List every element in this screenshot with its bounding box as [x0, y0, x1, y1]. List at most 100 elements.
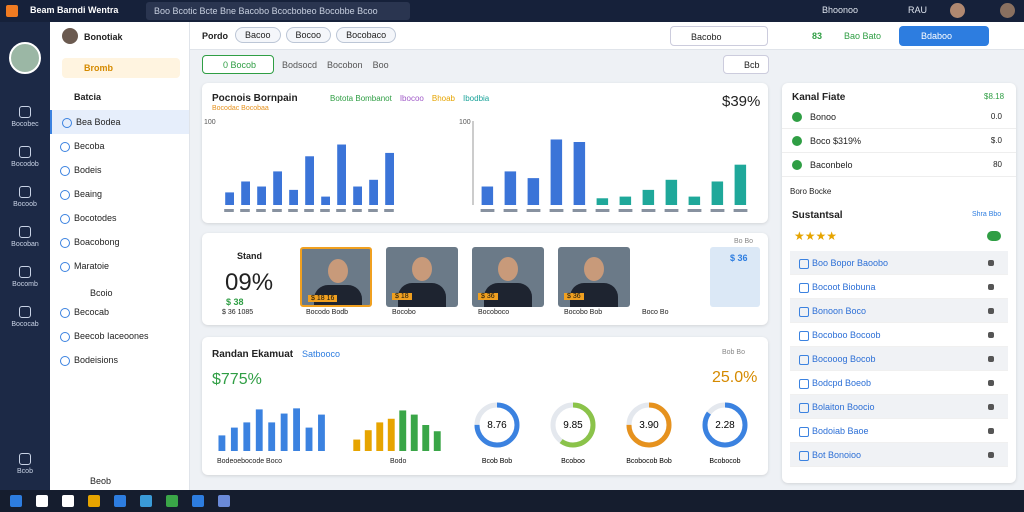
list-item[interactable]: Bonoon Boco [790, 299, 1008, 323]
bar [642, 189, 655, 205]
list-item[interactable]: Boo Bopor Baoobo [790, 251, 1008, 275]
nav-item[interactable]: Boacobong [50, 230, 189, 254]
list-item[interactable]: Bodcpd Boeob [790, 371, 1008, 395]
filter-active[interactable]: 0 Bocob [202, 55, 274, 74]
taskbar-icon[interactable] [218, 495, 230, 507]
stat-rows: Bonoo 0.0 Boco $319% $.0 Baconbelo 80 [782, 105, 1016, 177]
x-tick-label [304, 209, 314, 212]
x-tick-label [618, 209, 633, 212]
list-item[interactable]: Bocooog Bocob [790, 347, 1008, 371]
toggle[interactable] [987, 231, 1001, 241]
nav-item[interactable]: Bea Bodea [50, 110, 189, 134]
rail-label: Bcob [17, 468, 33, 475]
bar [273, 171, 282, 205]
list-item[interactable]: Bocoot Biobuna [790, 275, 1008, 299]
tab[interactable]: Bocobaco [336, 27, 397, 43]
ring [550, 402, 596, 448]
avatar[interactable] [1000, 3, 1015, 18]
taskbar-icon[interactable] [114, 495, 126, 507]
filter-search[interactable]: Bcb [723, 55, 769, 74]
taskbar-icon[interactable] [62, 495, 74, 507]
list-item[interactable]: Bot Bonoioo [790, 443, 1008, 467]
x-tick-label [733, 209, 748, 212]
person-tile[interactable]: $ 36 [558, 247, 630, 307]
taskbar-icon[interactable] [10, 495, 22, 507]
workspace[interactable]: Bromb [62, 58, 180, 78]
nav-item[interactable]: Bodeisions [50, 348, 189, 372]
taskbar-icon[interactable] [36, 495, 48, 507]
bar [321, 196, 330, 205]
bar [550, 139, 563, 205]
person-tile[interactable]: $ 18 [386, 247, 458, 307]
x-tick-label [572, 209, 587, 212]
person-tile[interactable]: $ 18 16 [300, 247, 372, 307]
search[interactable]: Bacobo [670, 26, 768, 46]
person-tile[interactable]: $ 36 [472, 247, 544, 307]
primary-button[interactable]: Bdaboo [899, 26, 989, 46]
bar [399, 410, 407, 451]
filter-bar: 0 Bocob Bodsocd Bocobon Boo Bcb [190, 50, 780, 78]
ring-caption: Bcob Bob [482, 458, 512, 465]
rail-item[interactable]: Bococab [0, 300, 50, 340]
tab[interactable]: Bacoo [235, 27, 281, 43]
filter-link[interactable]: Boo [372, 60, 389, 70]
nav-item[interactable]: Becoba [50, 134, 189, 158]
sidebar: Bonotiak Bromb Batcia Bea Bodea Becoba Bod… [50, 22, 190, 490]
left-value: $775% [212, 371, 262, 388]
rail-item[interactable]: Bocodob [0, 140, 50, 180]
search-box[interactable]: Boo Bcotic Bcte Bne Bacobo Bcocbobeo Boc… [146, 2, 410, 20]
rail-item[interactable]: Bcob [0, 447, 50, 487]
right-panel: Kanal Fiate $8.18 Bonoo 0.0 Boco $319% $.0 B… [782, 83, 1016, 483]
x-tick-label [272, 209, 282, 212]
x-tick-label [352, 209, 362, 212]
taskbar-icon[interactable] [166, 495, 178, 507]
icon [19, 106, 31, 118]
tabs: Bacoo Bocoo Bocobaco [235, 27, 401, 43]
bar [230, 427, 238, 451]
nav-rail: Bcob Bocobec Bocodob Bocoob Bocoban Bocomb Bo… [0, 22, 50, 490]
rail-label: Bocobec [11, 121, 39, 128]
sub-label: Boro Bocke [790, 187, 832, 196]
nav-item[interactable]: Bocotodes [50, 206, 189, 230]
avatar[interactable] [950, 3, 965, 18]
taskbar-icon[interactable] [88, 495, 100, 507]
taskbar-icon[interactable] [192, 495, 204, 507]
filter-link[interactable]: Bocobon [327, 60, 363, 70]
taskbar-icon[interactable] [140, 495, 152, 507]
list-item[interactable]: Bocoboo Bocoob [790, 323, 1008, 347]
icon [19, 226, 31, 238]
person-caption: Boco Bo [642, 309, 669, 316]
badge: $ 36 [564, 293, 584, 300]
rail-item[interactable]: Bocomb [0, 260, 50, 300]
row-value: $.0 [990, 136, 1002, 145]
tab[interactable]: Bocoo [285, 27, 332, 43]
list-item[interactable]: Bolaiton Boocio [790, 395, 1008, 419]
legend-entry: Botota Bombanot [330, 94, 392, 103]
more[interactable]: Bo Bo [734, 238, 754, 245]
stat-caption: $ 36 1085 [222, 309, 254, 316]
nav-item[interactable]: Maratoie [50, 254, 189, 278]
performance-card: Pocnois Bornpain Botota Bombanot Ibocoo Bh… [202, 83, 768, 223]
row-label: Boco $319% [810, 136, 862, 146]
rail-item[interactable]: Bocoob [0, 180, 50, 220]
taskbar [0, 490, 1024, 512]
status-label: Bao Bato [844, 31, 882, 41]
bar [218, 435, 226, 451]
rail-item[interactable]: Bocoban [0, 220, 50, 260]
profile-photo[interactable] [9, 42, 41, 74]
section-link[interactable]: Shra Bbo [972, 211, 1002, 218]
nav-item[interactable]: Becocab [50, 300, 189, 324]
bar-chart [218, 408, 325, 451]
x-tick-label [368, 209, 378, 212]
person-tile[interactable]: $ 36 [710, 247, 760, 307]
list-item[interactable]: Bodoiab Baoe [790, 419, 1008, 443]
nav-item[interactable]: Bodeis [50, 158, 189, 182]
rail-item[interactable]: Bocobec [0, 100, 50, 140]
legend: Botota Bombanot Ibocoo Bhoab Ibodbia [330, 94, 497, 103]
nav-item[interactable]: Beaing [50, 182, 189, 206]
menu[interactable]: Bhoonoo [822, 5, 859, 15]
filter-link[interactable]: Bodsocd [282, 60, 318, 70]
nav-item[interactable]: Beecob Iaceoones [50, 324, 189, 348]
user-name: Bonotiak [84, 32, 123, 42]
